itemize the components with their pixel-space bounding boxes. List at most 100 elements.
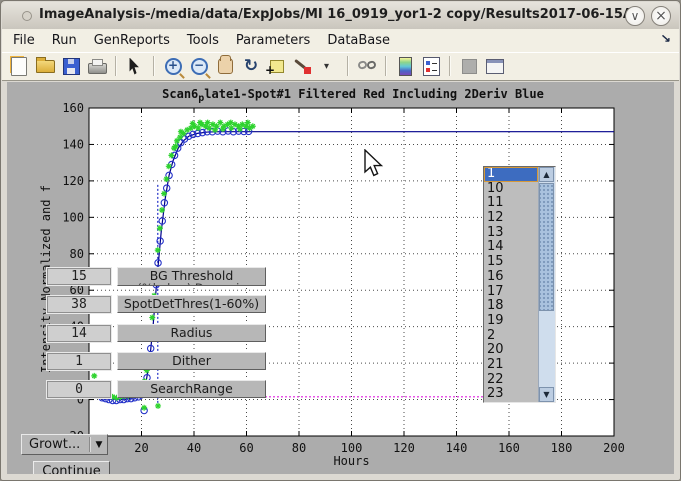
zoom-in-icon[interactable]: +: [161, 54, 185, 78]
y-tick-label: 0: [77, 393, 84, 407]
x-tick-label: 20: [134, 441, 148, 455]
list-item-10[interactable]: 10: [487, 180, 504, 196]
list-item-20[interactable]: 20: [487, 342, 504, 358]
data-point-asterisk: [187, 125, 194, 132]
pointer-icon[interactable]: [123, 54, 147, 78]
button-bg-threshold[interactable]: BG Threshold(%below) Dynamic: [117, 267, 266, 286]
open-folder-icon[interactable]: [33, 54, 57, 78]
plot-tools-on-icon[interactable]: [483, 54, 507, 78]
data-point-asterisk: [231, 121, 238, 128]
list-item-2[interactable]: 2: [487, 327, 496, 343]
edit-bg-threshold[interactable]: 15: [47, 268, 111, 285]
pan-hand-icon[interactable]: [213, 54, 237, 78]
data-point-asterisk: [209, 121, 216, 128]
continue-button[interactable]: Continue: [33, 461, 110, 474]
data-point-asterisk: [149, 314, 156, 321]
y-tick-label: 160: [62, 101, 84, 115]
x-tick-label: 160: [498, 441, 520, 455]
x-tick-label: 120: [393, 441, 415, 455]
button-radius[interactable]: Radius: [117, 324, 266, 342]
data-point-asterisk: [156, 225, 163, 232]
plot-tools-off-icon[interactable]: [457, 54, 481, 78]
menu-database[interactable]: DataBase: [327, 33, 391, 48]
edit-dither[interactable]: 1: [47, 353, 111, 370]
data-point-circle: [146, 344, 155, 353]
spot-list-items: 1 10 11 12 13 14 15 16 17 18 19 2 20 21 22 23: [484, 167, 538, 402]
data-point-asterisk: [161, 190, 168, 197]
list-item-14[interactable]: 14: [487, 239, 504, 255]
scroll-up-icon[interactable]: ▲: [539, 167, 554, 182]
data-point-asterisk: [197, 119, 204, 126]
data-point-asterisk: [217, 119, 224, 126]
data-point-asterisk: [212, 126, 218, 133]
data-point-asterisk: [180, 130, 187, 137]
menu-tools[interactable]: Tools: [186, 33, 219, 48]
data-point-circle: [156, 237, 164, 245]
list-item-11[interactable]: 11: [487, 195, 504, 211]
data-cursor-icon[interactable]: [265, 54, 289, 78]
menu-genreports[interactable]: GenReports: [93, 33, 170, 48]
y-tick-label: 140: [62, 137, 84, 151]
menu-run[interactable]: Run: [51, 33, 77, 48]
data-point-circle: [158, 217, 166, 225]
close-button[interactable]: ×: [651, 6, 671, 26]
caret-icon[interactable]: ▾: [324, 60, 330, 72]
data-point-asterisk: [155, 402, 162, 409]
edit-spotdetthres-1-60-[interactable]: 38: [47, 296, 111, 313]
data-point-asterisk: [244, 119, 251, 126]
button-dither[interactable]: Dither: [117, 352, 266, 370]
list-item-16[interactable]: 16: [487, 268, 504, 284]
data-point-asterisk: [158, 207, 165, 214]
list-item-12[interactable]: 12: [487, 210, 504, 226]
growth-dropdown[interactable]: Growt... ▼: [21, 434, 108, 455]
new-file-icon[interactable]: [7, 54, 31, 78]
menu-bar: File Run GenReports Tools Parameters DataBase…: [2, 29, 679, 52]
x-tick-label: 100: [341, 441, 363, 455]
spot-listbox[interactable]: 1 10 11 12 13 14 15 16 17 18 19 2 20 21 22 23 ▲ ▼: [483, 166, 556, 403]
list-scrollbar[interactable]: ▲ ▼: [538, 167, 555, 402]
window-icon: [22, 11, 32, 21]
print-icon[interactable]: [85, 54, 109, 78]
data-point-asterisk: [141, 404, 148, 411]
data-point-asterisk: [213, 123, 220, 130]
edit-searchrange[interactable]: 0: [47, 381, 111, 398]
list-item-22[interactable]: 22: [487, 371, 504, 387]
button-searchrange[interactable]: SearchRange: [117, 380, 266, 398]
zoom-out-icon[interactable]: −: [187, 54, 211, 78]
growth-dropdown-label: Growt...: [29, 437, 81, 452]
menu-file[interactable]: File: [13, 33, 35, 48]
data-point-circle: [185, 132, 193, 140]
insert-colorbar-icon[interactable]: [393, 54, 417, 78]
edit-radius[interactable]: 14: [47, 325, 111, 342]
list-item-18[interactable]: 18: [487, 298, 504, 314]
rotate-3d-icon[interactable]: ↻: [243, 55, 259, 76]
data-point-asterisk: [249, 123, 256, 130]
dock-arrow-icon[interactable]: ↘: [660, 32, 671, 47]
brush-icon[interactable]: [291, 54, 315, 78]
link-plots-icon[interactable]: [355, 54, 379, 78]
list-item-1[interactable]: 1: [484, 167, 538, 182]
list-item-19[interactable]: 19: [487, 312, 504, 328]
data-point-asterisk: [177, 134, 184, 141]
scrollbar-thumb[interactable]: [539, 183, 554, 311]
button-spotdetthres-1-60-[interactable]: SpotDetThres(1-60%): [117, 295, 266, 313]
scroll-down-icon[interactable]: ▼: [539, 387, 554, 402]
shade-button[interactable]: ∨: [625, 6, 645, 26]
data-point-circle: [154, 259, 162, 267]
insert-legend-icon[interactable]: [419, 54, 443, 78]
list-item-17[interactable]: 17: [487, 283, 504, 299]
data-point-asterisk: [235, 123, 242, 130]
data-point-asterisk: [246, 125, 253, 132]
mouse-cursor-icon: [364, 149, 384, 177]
toolbar-separator: [385, 56, 387, 76]
title-bar[interactable]: ImageAnalysis-/media/data/ExpJobs/MI 16_…: [2, 2, 679, 30]
list-item-23[interactable]: 23: [487, 386, 504, 402]
save-icon[interactable]: [59, 54, 83, 78]
list-item-21[interactable]: 21: [487, 356, 504, 372]
list-item-13[interactable]: 13: [487, 224, 504, 240]
list-item-15[interactable]: 15: [487, 254, 504, 270]
menu-parameters[interactable]: Parameters: [235, 33, 311, 48]
data-point-asterisk: [239, 121, 246, 128]
x-tick-label: 200: [603, 441, 625, 455]
